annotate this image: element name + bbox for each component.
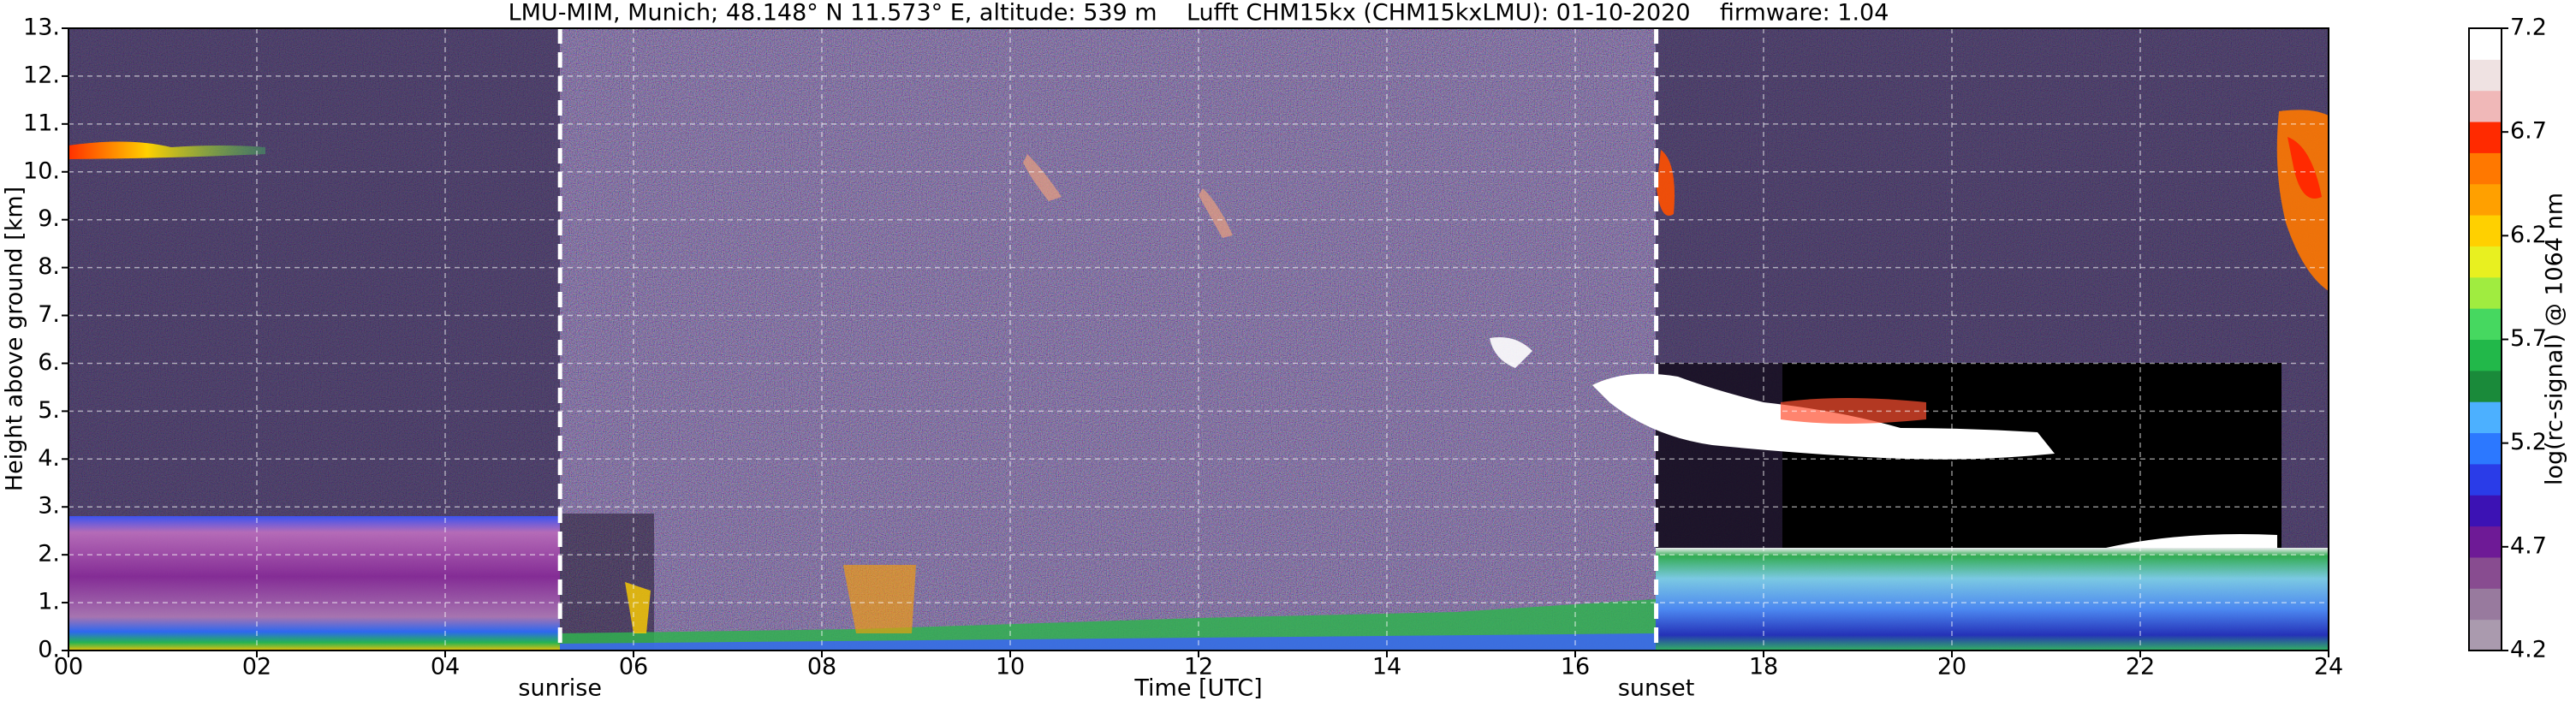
colorbar-segment	[2469, 122, 2502, 153]
y-tick-label: 6.	[38, 349, 60, 376]
cirrus	[2276, 110, 2329, 291]
x-tick-label: 18	[1749, 654, 1778, 680]
colorbar-tick-label: 6.2	[2510, 222, 2547, 248]
x-tick-label: 04	[431, 654, 460, 680]
y-tick-label: 12.	[23, 62, 60, 88]
colorbar-segment	[2469, 339, 2502, 371]
colorbar-segment	[2469, 276, 2502, 309]
colorbar-tick-label: 4.7	[2510, 532, 2547, 559]
x-tick-label: 16	[1561, 654, 1590, 680]
chart-title: LMU-MIM, Munich; 48.148° N 11.573° E, al…	[509, 0, 1889, 27]
colorbar-segment	[2469, 463, 2502, 496]
cirrus	[68, 141, 265, 159]
colorbar-segment	[2469, 432, 2502, 465]
y-tick-label: 13.	[23, 15, 60, 41]
axes: 00 02 04 06 08 10 12 14 16 18 20 22 24 0. 1. 2. 3. 4. 5. 6.…	[23, 15, 2547, 702]
cloud-core	[1781, 398, 1926, 424]
y-tick-label: 8.	[38, 253, 60, 280]
y-tick-label: 1.	[38, 589, 60, 615]
y-tick-label: 0.	[38, 637, 60, 663]
x-axis-label: Time [UTC]	[1133, 675, 1262, 702]
y-tick-label: 5.	[38, 397, 60, 424]
x-tick-label: 24	[2314, 654, 2343, 680]
colorbar-tick-label: 5.7	[2510, 325, 2547, 352]
colorbar-segment	[2469, 308, 2502, 340]
colorbar-segment	[2469, 556, 2502, 589]
colorbar-tick-label: 6.7	[2510, 118, 2547, 145]
plume	[843, 565, 916, 633]
x-tick-label: 12	[1184, 654, 1213, 680]
y-tick-label: 2.	[38, 541, 60, 567]
x-tick-label: 22	[2126, 654, 2155, 680]
y-tick-label: 4.	[38, 445, 60, 472]
plot-frame	[68, 27, 2329, 651]
colorbar-segment	[2469, 183, 2502, 216]
surface-layer	[560, 633, 1656, 651]
y-axis-label: Height above ground [km]	[2, 187, 28, 491]
colorbar-segment	[2469, 246, 2502, 278]
colorbar-label: log(rc-signal) @ 1064 nm	[2542, 193, 2568, 485]
colorbar-segment	[2469, 59, 2502, 92]
event-label: sunrise	[518, 675, 602, 702]
colorbar-segment	[2469, 495, 2502, 527]
cloud	[1490, 337, 1532, 368]
colorbar-segment	[2469, 401, 2502, 434]
colorbar-segment	[2469, 370, 2502, 402]
cloud	[2106, 534, 2277, 548]
colorbar-segment	[2469, 152, 2502, 185]
colorbar-segment	[2469, 588, 2502, 621]
event-label: sunset	[1618, 675, 1695, 702]
colorbar-segment	[2469, 619, 2502, 651]
colorbar-segment	[2469, 526, 2502, 558]
y-tick-label: 11.	[23, 110, 60, 136]
x-tick-label: 02	[242, 654, 271, 680]
x-tick-label: 08	[807, 654, 836, 680]
y-tick-label: 3.	[38, 493, 60, 520]
colorbar-tick-label: 4.2	[2510, 637, 2547, 663]
y-tick-label: 9.	[38, 205, 60, 232]
plume	[625, 582, 651, 633]
y-tick-label: 7.	[38, 301, 60, 328]
x-tick-label: 10	[996, 654, 1025, 680]
y-tick-label: 10.	[23, 157, 60, 184]
x-tick-label: 00	[54, 654, 83, 680]
cirrus	[1657, 150, 1675, 216]
cirrus	[1199, 188, 1233, 238]
daytime-noise	[560, 28, 1656, 651]
colorbar-segment	[2469, 28, 2502, 60]
cirrus-core	[2287, 137, 2322, 199]
x-tick-label: 06	[619, 654, 648, 680]
colorbar-segment	[2469, 90, 2502, 122]
evening-boundary-layer	[1656, 548, 2329, 651]
night-boundary-layer	[68, 516, 560, 651]
x-tick-label: 14	[1372, 654, 1401, 680]
colorbar-segment	[2469, 215, 2502, 247]
colorbar-tick-label: 5.2	[2510, 429, 2547, 455]
cirrus	[1023, 154, 1062, 201]
x-tick-label: 20	[1937, 654, 1966, 680]
colorbar-tick-label: 7.2	[2510, 15, 2547, 41]
